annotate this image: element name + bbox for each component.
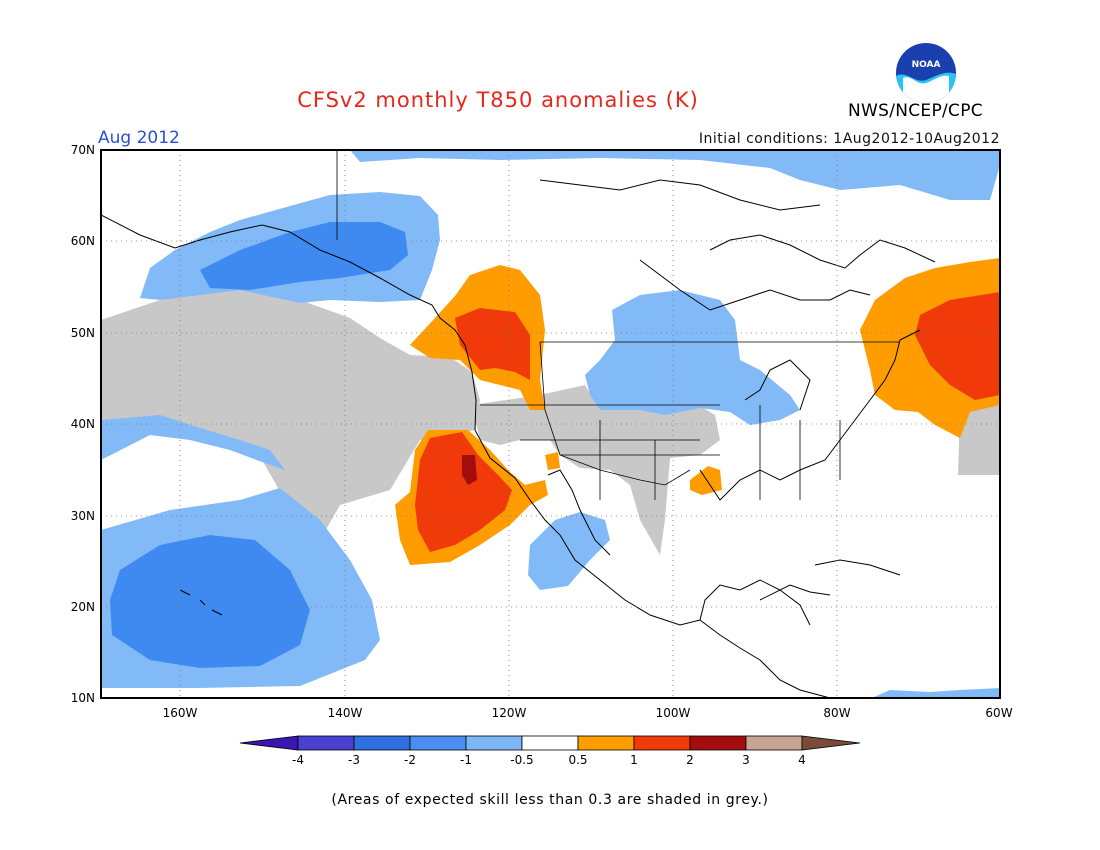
positive-anomaly-pacific-nw-core: [455, 308, 530, 380]
legend-label: -2: [404, 753, 416, 767]
lat-label: 30N: [71, 509, 95, 523]
agency-label: NWS/NCEP/CPC: [848, 101, 983, 121]
coastlines: [101, 179, 936, 698]
legend-color-cell: [577, 735, 635, 751]
legend-arrow-low: [239, 735, 299, 751]
legend-label: -1: [460, 753, 472, 767]
legend-color-cell: [297, 735, 355, 751]
map-title: CFSv2 monthly T850 anomalies (K): [297, 88, 699, 112]
lat-label: 20N: [71, 600, 95, 614]
color-legend: -4 -3 -2 -1 -0.5 0.5 1 2 3 4: [239, 735, 861, 767]
longitude-labels: 160W 140W 120W 100W 80W 60W: [163, 706, 1013, 720]
lon-label: 60W: [985, 706, 1012, 720]
lat-label: 50N: [71, 326, 95, 340]
negative-anomaly-caribbean: [872, 688, 1000, 698]
positive-anomaly-california-peak: [462, 455, 477, 485]
latitude-labels: 70N 60N 50N 40N 30N 20N 10N: [71, 143, 95, 705]
lon-label: 160W: [163, 706, 198, 720]
anomaly-map: 70N 60N 50N 40N 30N 20N 10N 160W 140W 12…: [71, 143, 1013, 720]
grey-skill-area-atlantic: [958, 405, 1000, 475]
negative-anomaly-alaska-core: [200, 222, 408, 290]
legend-arrow-high: [801, 735, 861, 751]
negative-anomaly-north-central-us: [585, 290, 800, 425]
negative-anomaly-east-pacific: [101, 415, 285, 470]
legend-color-cell: [409, 735, 467, 751]
legend-label: 1: [630, 753, 638, 767]
lat-label: 10N: [71, 691, 95, 705]
lat-label: 70N: [71, 143, 95, 157]
negative-anomaly-baja: [528, 512, 610, 590]
legend-color-cell: [745, 735, 803, 751]
legend-color-cell: [465, 735, 523, 751]
lon-label: 80W: [823, 706, 850, 720]
lon-label: 100W: [656, 706, 691, 720]
lon-label: 140W: [328, 706, 363, 720]
positive-anomaly-atlantic-core: [915, 292, 1000, 400]
legend-label: 2: [686, 753, 694, 767]
grey-skill-area-us: [472, 385, 720, 555]
legend-label: 3: [742, 753, 750, 767]
initial-conditions: Initial conditions: 1Aug2012-10Aug2012: [698, 131, 1000, 147]
map-frame: [100, 149, 1001, 699]
legend-color-cell: [353, 735, 411, 751]
positive-anomaly-california-core: [415, 432, 512, 552]
legend-color-cell: [689, 735, 747, 751]
forecast-month: Aug 2012: [98, 128, 180, 148]
legend-color-cell: [633, 735, 691, 751]
positive-anomaly-nevada: [545, 452, 560, 470]
grey-skill-area-pacific: [101, 288, 480, 540]
negative-anomaly-north: [350, 150, 1000, 200]
legend-label: -3: [348, 753, 360, 767]
legend-label: 4: [798, 753, 806, 767]
lon-label: 120W: [492, 706, 527, 720]
legend-label: 0.5: [568, 753, 587, 767]
skill-footnote: (Areas of expected skill less than 0.3 a…: [331, 792, 769, 808]
lat-label: 40N: [71, 417, 95, 431]
lat-label: 60N: [71, 234, 95, 248]
legend-color-cell: [521, 735, 579, 751]
noaa-logo: NOAA: [896, 43, 956, 103]
legend-label: -0.5: [510, 753, 533, 767]
noaa-logo-text: NOAA: [912, 60, 941, 70]
political-borders: [336, 150, 900, 500]
positive-anomaly-texas: [690, 466, 722, 495]
negative-anomaly-hawaii-core: [110, 535, 310, 668]
legend-label: -4: [292, 753, 304, 767]
